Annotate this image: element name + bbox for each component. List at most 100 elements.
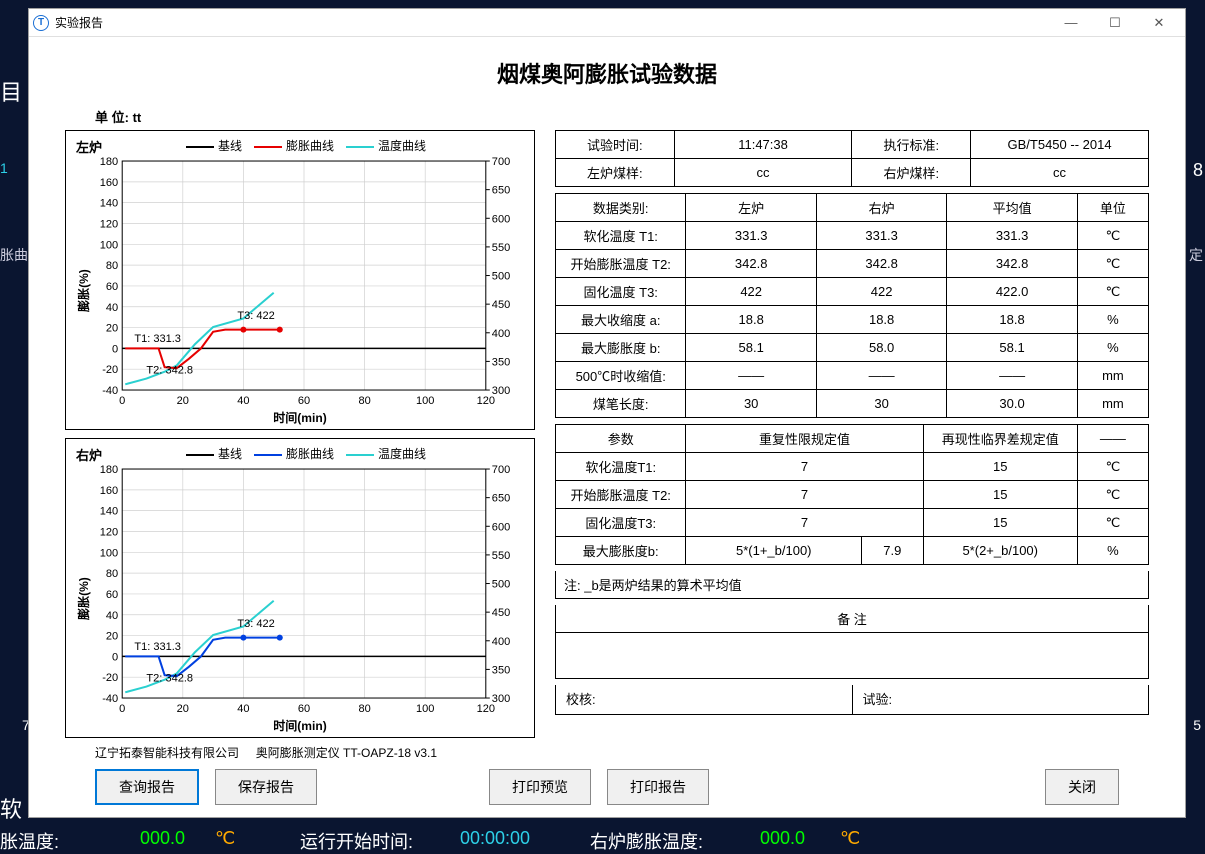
svg-text:40: 40 [106,610,118,622]
maximize-button[interactable]: ☐ [1093,10,1137,36]
svg-text:T2: 342.8: T2: 342.8 [146,672,193,684]
bg-text: ℃ [840,828,860,849]
svg-text:T3: 422: T3: 422 [237,310,274,322]
svg-text:60: 60 [298,395,310,407]
svg-text:180: 180 [100,156,118,168]
page-title: 烟煤奥阿膨胀试验数据 [65,57,1149,89]
svg-text:450: 450 [492,607,510,619]
svg-text:300: 300 [492,693,510,705]
svg-text:600: 600 [492,521,510,533]
bg-text: 000.0 [760,828,805,849]
chart-legend: 基线膨胀曲线温度曲线 [70,137,530,154]
bg-text: ℃ [215,828,235,849]
unit-label: 单 位: [95,110,129,125]
svg-text:-40: -40 [102,693,118,705]
svg-text:180: 180 [100,464,118,476]
svg-text:160: 160 [100,177,118,189]
svg-text:100: 100 [416,703,434,715]
svg-text:400: 400 [492,636,510,648]
svg-text:0: 0 [119,703,125,715]
svg-text:T1: 331.3: T1: 331.3 [134,641,181,653]
svg-text:350: 350 [492,356,510,368]
bg-text: 00:00:00 [460,828,530,849]
bg-text: 胀温度: [0,828,59,854]
svg-text:60: 60 [106,589,118,601]
bg-text: 定 [1189,245,1203,265]
svg-text:650: 650 [492,185,510,197]
svg-text:膨胀(%): 膨胀(%) [76,577,91,621]
svg-text:500: 500 [492,579,510,591]
svg-text:100: 100 [100,547,118,559]
chart-svg: -40-200204060801001201401601800204060801… [74,463,526,734]
svg-text:80: 80 [106,260,118,272]
unit-line: 单 位: tt [95,107,1149,126]
close-window-button[interactable]: ✕ [1137,10,1181,36]
bg-text: 运行开始时间: [300,828,413,854]
svg-text:600: 600 [492,213,510,225]
svg-text:60: 60 [298,703,310,715]
cell: 试验时间: [556,131,675,159]
svg-text:160: 160 [100,485,118,497]
svg-text:膨胀(%): 膨胀(%) [76,269,91,313]
svg-text:80: 80 [106,568,118,580]
save-button[interactable]: 保存报告 [215,769,317,805]
report-dialog: T 实验报告 — ☐ ✕ 烟煤奥阿膨胀试验数据 单 位: tt 左炉 基线膨胀曲… [28,8,1186,818]
minimize-button[interactable]: — [1049,10,1093,36]
query-button[interactable]: 查询报告 [95,769,199,805]
chart-legend: 基线膨胀曲线温度曲线 [70,445,530,462]
svg-text:时间(min): 时间(min) [273,410,327,425]
svg-text:40: 40 [106,302,118,314]
chart-right-furnace: 右炉 基线膨胀曲线温度曲线 -40-2002040608010012014016… [65,438,535,738]
cell: cc [674,159,852,187]
footer-company: 辽宁拓泰智能科技有限公司 [95,746,239,760]
svg-text:-20: -20 [102,364,118,376]
svg-text:T2: 342.8: T2: 342.8 [146,364,193,376]
button-row: 查询报告 保存报告 打印预览 打印报告 关闭 [65,769,1149,813]
svg-text:400: 400 [492,328,510,340]
bg-text: 右炉膨胀温度: [590,828,703,854]
svg-text:-40: -40 [102,385,118,397]
svg-text:时间(min): 时间(min) [273,718,327,733]
svg-text:40: 40 [237,703,249,715]
bg-text: 1 [0,160,8,176]
svg-text:20: 20 [106,323,118,335]
svg-text:80: 80 [358,703,370,715]
chart-name: 左炉 [76,137,102,156]
svg-text:300: 300 [492,385,510,397]
print-button[interactable]: 打印报告 [607,769,709,805]
svg-text:700: 700 [492,464,510,476]
signature-row: 校核: 试验: [555,685,1149,715]
svg-text:120: 120 [100,526,118,538]
footer-device: 奥阿膨胀测定仪 TT-OAPZ-18 v3.1 [256,746,437,760]
svg-text:700: 700 [492,156,510,168]
chart-left-furnace: 左炉 基线膨胀曲线温度曲线 -40-2002040608010012014016… [65,130,535,430]
bg-text: 000.0 [140,828,185,849]
preview-button[interactable]: 打印预览 [489,769,591,805]
bg-text: 5 [1193,717,1201,733]
window-title: 实验报告 [55,14,1049,31]
svg-text:450: 450 [492,299,510,311]
close-button[interactable]: 关闭 [1045,769,1119,805]
app-icon: T [33,15,49,31]
svg-text:20: 20 [106,631,118,643]
titlebar: T 实验报告 — ☐ ✕ [29,9,1185,37]
chart-name: 右炉 [76,445,102,464]
svg-text:20: 20 [177,703,189,715]
svg-text:-20: -20 [102,672,118,684]
svg-text:0: 0 [112,343,118,355]
chart-svg: -40-200204060801001201401601800204060801… [74,155,526,426]
info-table: 试验时间: 11:47:38 执行标准: GB/T5450 -- 2014 左炉… [555,130,1149,187]
svg-text:40: 40 [237,395,249,407]
svg-text:550: 550 [492,550,510,562]
data-table: 数据类别:左炉右炉平均值单位软化温度 T1:331.3331.3331.3℃开始… [555,193,1149,418]
svg-text:0: 0 [112,651,118,663]
signature-check: 校核: [556,685,853,714]
svg-text:T3: 422: T3: 422 [237,618,274,630]
signature-test: 试验: [853,685,1149,714]
svg-text:350: 350 [492,664,510,676]
bg-text: 胀曲 [0,245,28,265]
svg-text:80: 80 [358,395,370,407]
cell: cc [971,159,1149,187]
svg-text:120: 120 [100,218,118,230]
svg-text:100: 100 [100,239,118,251]
